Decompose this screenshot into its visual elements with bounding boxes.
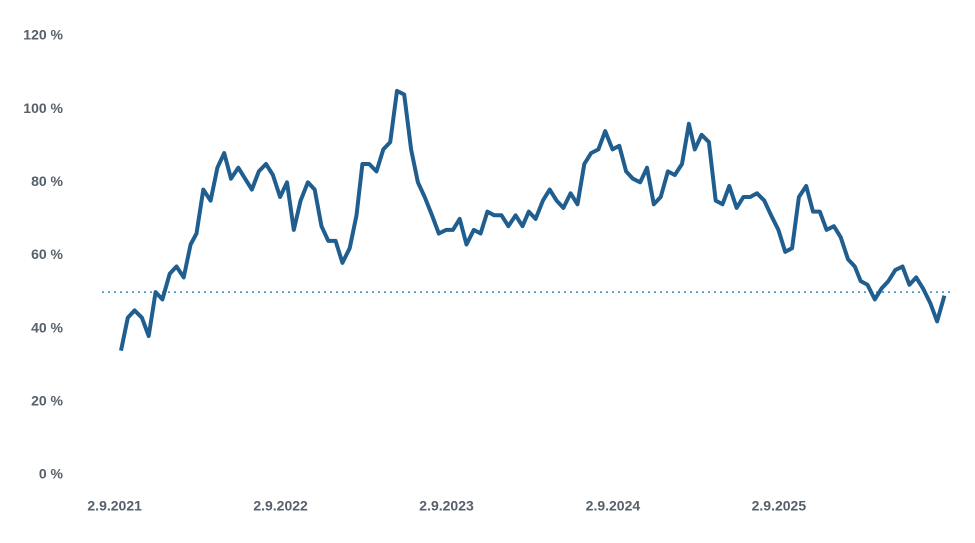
data-line [119, 88, 947, 352]
y-tick-label: 100 % [23, 100, 63, 116]
y-tick-label: 40 % [31, 319, 63, 335]
y-tick-label: 20 % [31, 393, 63, 409]
y-tick-label: 60 % [31, 246, 63, 262]
x-tick-label: 2.9.2024 [586, 498, 641, 514]
x-tick-label: 2.9.2021 [87, 498, 142, 514]
x-tick-label: 2.9.2022 [253, 498, 308, 514]
x-tick-label: 2.9.2025 [752, 498, 807, 514]
x-tick-label: 2.9.2023 [419, 498, 474, 514]
y-tick-label: 120 % [23, 27, 63, 43]
y-tick-label: 80 % [31, 173, 63, 189]
y-tick-label: 0 % [39, 466, 64, 482]
